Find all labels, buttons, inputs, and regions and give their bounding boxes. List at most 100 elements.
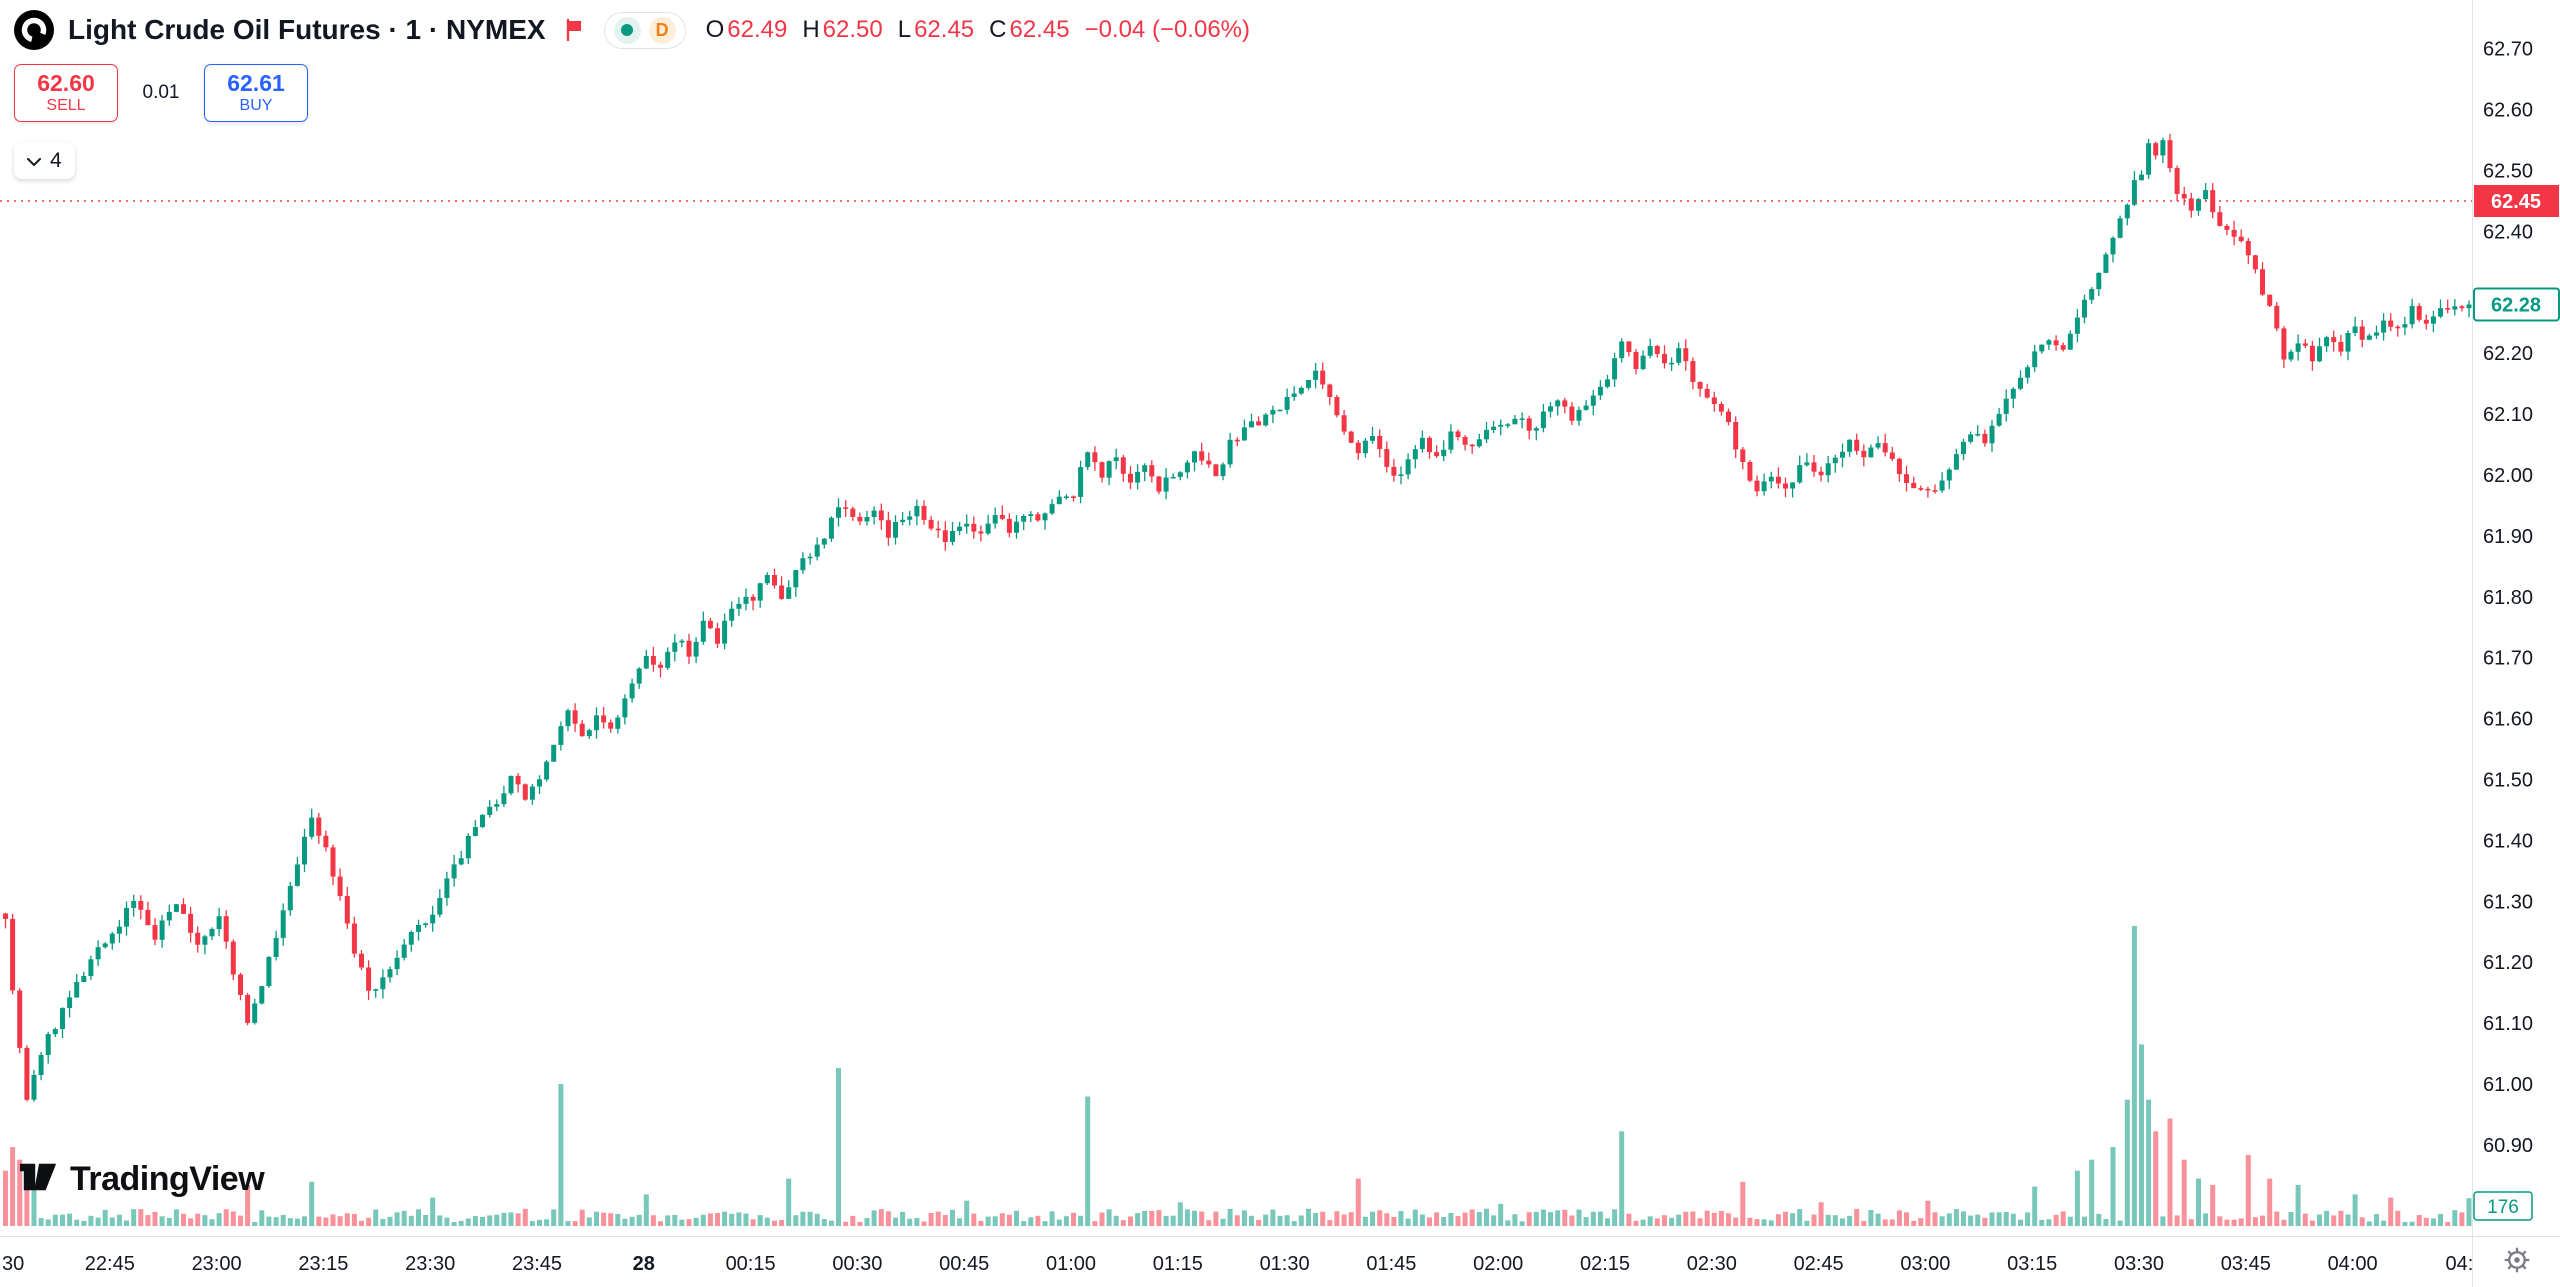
candle-body [2302, 343, 2308, 346]
volume-bar [857, 1221, 863, 1226]
volume-bar [252, 1222, 258, 1226]
volume-bar [366, 1217, 372, 1226]
volume-bar [1847, 1215, 1853, 1226]
candle-body [1690, 361, 1696, 382]
candle-body [88, 959, 94, 976]
candle-body [2252, 255, 2258, 270]
volume-bar [31, 1186, 37, 1226]
volume-bar [302, 1216, 307, 1226]
candle-body [31, 1075, 37, 1100]
candle-body [1021, 516, 1027, 522]
time-axis-label: 02:30 [1687, 1253, 1737, 1275]
flag-icon[interactable] [560, 15, 590, 45]
volume-bar [1775, 1214, 1781, 1226]
volume-bar [843, 1221, 849, 1226]
volume-bar [1042, 1221, 1048, 1226]
candle-body [387, 969, 393, 978]
axis-settings-gear-icon[interactable] [2502, 1245, 2532, 1280]
candle-body [2452, 306, 2458, 310]
candle-body [650, 656, 656, 665]
candle-body [594, 715, 599, 731]
volume-bar [1370, 1211, 1375, 1226]
candle-body [2167, 140, 2173, 169]
volume-bar [1078, 1215, 1084, 1226]
volume-bar [2452, 1210, 2458, 1226]
candle-body [2131, 180, 2137, 205]
price-tick-label: 61.00 [2483, 1074, 2533, 1096]
volume-bar [2295, 1184, 2301, 1226]
candle-body [351, 923, 357, 954]
candle-body [366, 967, 372, 991]
candle-body [2381, 320, 2387, 333]
candle-body [1434, 452, 1440, 457]
candle-body [1882, 443, 1888, 453]
volume-bar [2445, 1222, 2451, 1226]
candle-body [971, 523, 977, 532]
candle-body [779, 585, 785, 599]
volume-bar [145, 1215, 151, 1226]
volume-bar [159, 1216, 165, 1226]
collapsed-tree-chip[interactable]: 4 [14, 142, 75, 179]
candle-body [2402, 324, 2408, 328]
volume-bar [672, 1214, 678, 1226]
candle-body [380, 977, 386, 990]
volume-bar [629, 1216, 635, 1226]
svg-text:62.28: 62.28 [2491, 295, 2541, 317]
volume-bar [1597, 1211, 1603, 1226]
volume-bar [658, 1221, 663, 1226]
chart-canvas[interactable] [0, 0, 2472, 1236]
candle-body [1569, 406, 1575, 421]
sell-button[interactable]: 62.60 SELL [14, 64, 118, 122]
candle-body [1142, 465, 1148, 472]
volume-bar [67, 1213, 73, 1226]
candle-body [294, 864, 300, 886]
volume-bar [1405, 1218, 1411, 1226]
time-axis-label: 22:45 [85, 1253, 135, 1275]
candle-body [999, 515, 1005, 519]
candle-body [2018, 377, 2023, 389]
candle-body [679, 640, 685, 643]
symbol-logo-icon [14, 10, 54, 50]
candle-body [1633, 352, 1639, 369]
candle-body [202, 936, 208, 945]
candle-body [238, 974, 243, 995]
volume-bar [1277, 1215, 1283, 1226]
delayed-data-badge[interactable]: D [648, 16, 676, 44]
data-status-icon[interactable] [613, 16, 641, 44]
volume-bar [1149, 1210, 1155, 1226]
volume-bar [24, 1178, 30, 1226]
candle-body [330, 847, 336, 877]
candle-body [2324, 337, 2330, 347]
time-axis[interactable]: 30 22:45 23:00 23:15 23:30 23:45 28 00:15 00:30 0… [0, 1236, 2473, 1287]
candle-body [700, 620, 706, 642]
candle-body [1562, 400, 1568, 407]
candle-body [1647, 346, 1653, 356]
volume-bar [17, 1159, 23, 1226]
volume-bar [2039, 1219, 2045, 1226]
candlestick-chart [0, 133, 2472, 1226]
candle-body [2267, 294, 2273, 306]
candle-body [2395, 326, 2401, 329]
candle-body [138, 901, 144, 910]
volume-bar [551, 1209, 557, 1226]
price-axis[interactable]: 62.70 62.60 62.50 62.40 62.20 62.10 62.00 61.90… [2472, 0, 2560, 1236]
candle-body [878, 510, 884, 521]
candle-body [2409, 305, 2415, 325]
tradingview-watermark[interactable]: TradingView [18, 1158, 265, 1201]
candle-body [764, 575, 770, 584]
volume-bar [1640, 1219, 1646, 1226]
candle-body [1256, 421, 1262, 426]
volume-bar [394, 1212, 400, 1226]
candle-body [1327, 384, 1333, 397]
candle-body [1512, 418, 1518, 425]
buy-button[interactable]: 62.61 BUY [204, 64, 308, 122]
volume-bar [1754, 1219, 1760, 1226]
volume-bar [508, 1212, 514, 1226]
candle-body [2459, 306, 2465, 309]
candle-body [1348, 431, 1354, 443]
volume-bar [38, 1218, 44, 1226]
candle-body [1911, 482, 1917, 489]
candle-body [1654, 346, 1660, 354]
candle-body [658, 664, 663, 668]
symbol-title[interactable]: Light Crude Oil Futures · 1 · NYMEX [68, 14, 546, 45]
